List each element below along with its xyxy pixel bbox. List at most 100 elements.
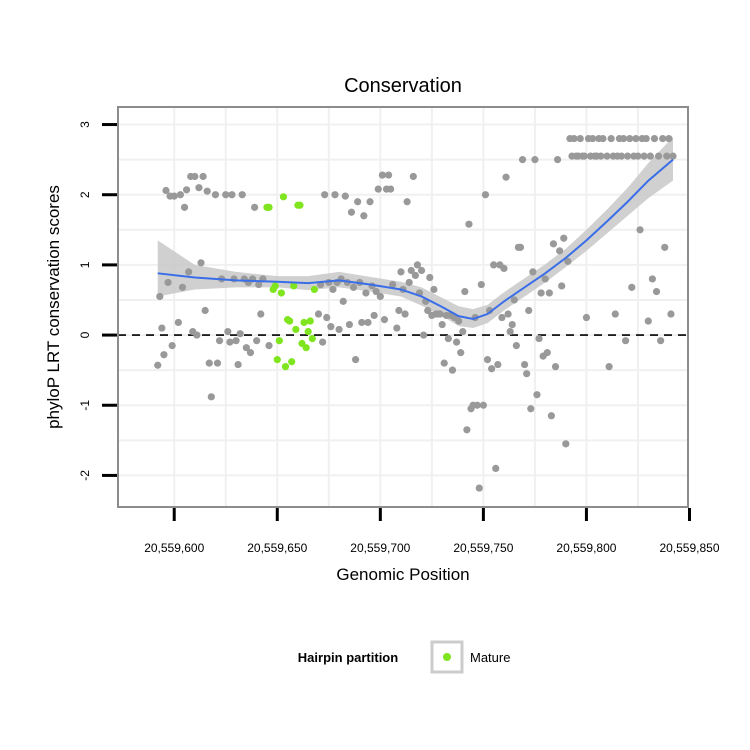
panel-border [117, 106, 689, 508]
data-point [195, 184, 203, 192]
data-point [164, 278, 172, 287]
data-point [407, 266, 415, 275]
data-point [562, 440, 570, 448]
data-point [197, 259, 205, 267]
data-point [597, 152, 605, 160]
data-point [397, 268, 405, 276]
data-point [331, 191, 339, 199]
data-point [457, 349, 465, 357]
data-point-mature [288, 358, 296, 366]
data-point [251, 203, 259, 211]
data-point [603, 152, 611, 160]
data-point [518, 156, 527, 164]
data-point [380, 316, 389, 324]
x-tick-label: 20,559,850 [659, 541, 719, 555]
x-tick-label: 20,559,750 [453, 541, 513, 555]
data-point [560, 234, 568, 242]
data-point [182, 186, 191, 194]
data-point [646, 152, 654, 160]
data-point [564, 257, 572, 265]
data-point [230, 275, 238, 283]
data-point-mature [275, 337, 283, 345]
data-point [378, 171, 386, 179]
data-point [510, 296, 518, 304]
data-point [345, 320, 354, 329]
data-point [436, 310, 444, 318]
data-point [621, 337, 630, 345]
data-point [417, 266, 426, 275]
data-point [257, 310, 265, 318]
data-point [475, 484, 483, 492]
y-tick-label: 3 [78, 121, 92, 128]
data-point [659, 134, 667, 143]
data-point-mature [271, 282, 279, 290]
y-tick-label: -1 [78, 400, 92, 411]
data-point [663, 152, 671, 160]
data-point [582, 313, 591, 322]
data-point [226, 338, 234, 346]
data-point [537, 289, 545, 297]
data-point [393, 324, 401, 332]
data-point [366, 198, 374, 206]
data-point [246, 349, 255, 357]
data-point-mature [300, 318, 308, 327]
grid-lines [118, 107, 688, 507]
data-point [180, 203, 189, 211]
data-point [461, 287, 469, 296]
data-point [541, 275, 549, 283]
data-point [193, 331, 201, 339]
y-tick-label: 1 [78, 261, 92, 268]
data-point [372, 287, 380, 296]
smooth-line-layer [157, 158, 674, 320]
data-point [440, 359, 448, 367]
data-point [329, 285, 337, 294]
data-point [628, 283, 636, 291]
data-point [619, 134, 628, 143]
data-point [523, 370, 531, 378]
data-point-mature [304, 327, 312, 336]
points-layer [154, 134, 677, 492]
data-point [463, 426, 471, 434]
plot-panel [117, 106, 689, 508]
data-point [506, 327, 514, 336]
data-point [321, 191, 329, 199]
data-point [667, 310, 675, 318]
data-point [154, 361, 162, 369]
data-point-mature [308, 334, 316, 343]
data-point [531, 156, 539, 164]
data-point [448, 366, 457, 374]
data-point [455, 317, 463, 325]
data-point [323, 313, 331, 322]
legend-label-mature: Mature [470, 650, 510, 665]
data-point [362, 289, 370, 297]
data-point [570, 134, 578, 143]
data-point-mature [292, 325, 300, 334]
data-point [242, 344, 250, 352]
data-point [405, 278, 413, 287]
data-point [335, 325, 343, 334]
data-point [201, 306, 209, 315]
x-tick-label: 20,559,650 [247, 541, 307, 555]
data-point [339, 297, 347, 305]
smooth-line [157, 158, 674, 320]
data-point [158, 324, 166, 332]
data-point [576, 134, 584, 143]
data-point-mature [302, 344, 310, 352]
data-point-mature [310, 285, 318, 294]
data-point [650, 134, 659, 143]
data-point [409, 172, 417, 181]
data-point [327, 323, 335, 331]
data-point-mature [273, 356, 281, 364]
data-point [553, 156, 562, 164]
data-point [607, 134, 615, 143]
data-point [556, 247, 564, 255]
data-point [162, 186, 170, 195]
data-point [479, 401, 487, 409]
data-point [549, 240, 558, 248]
data-point-mature [290, 282, 298, 290]
data-point [265, 341, 273, 350]
data-point [384, 171, 393, 179]
data-point [234, 360, 242, 369]
data-point-mature [281, 363, 290, 371]
data-point [176, 191, 185, 199]
